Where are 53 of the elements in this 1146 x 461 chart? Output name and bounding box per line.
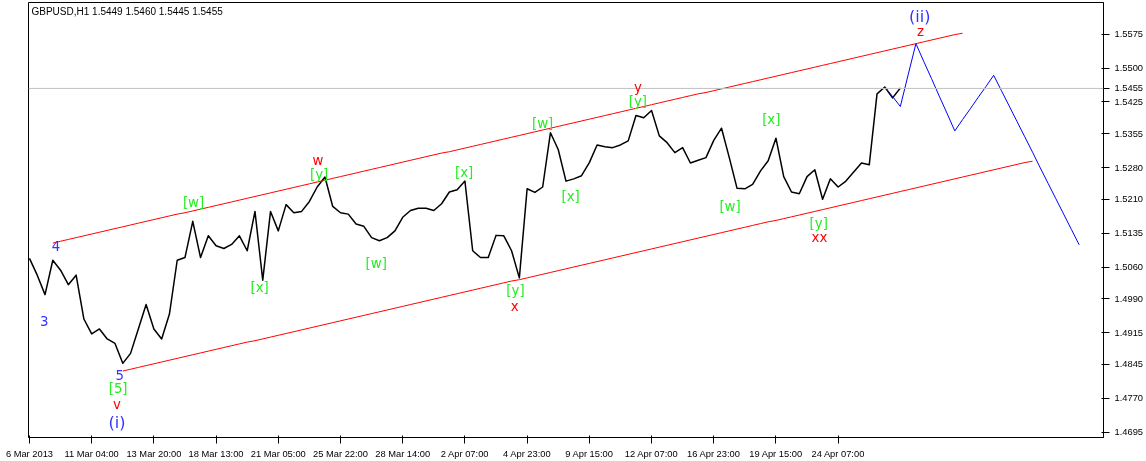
y-tick-label: 1.4695: [1114, 427, 1144, 438]
annotation: xx: [811, 230, 828, 246]
annotation: [5]: [108, 381, 128, 397]
annotation: (i): [108, 412, 126, 432]
x-tick-label: 6 Mar 2013: [5, 448, 54, 459]
x-tick-label: 2 Apr 07:00: [440, 448, 489, 459]
x-tick-label: 25 Mar 22:00: [313, 448, 368, 459]
x-tick-label: 18 Mar 13:00: [188, 448, 244, 459]
annotation: [y]: [309, 166, 329, 182]
y-tick-label: 1.5575: [1114, 29, 1144, 40]
y-tick-label: 1.5135: [1114, 228, 1144, 239]
y-tick-label: 1.5210: [1114, 194, 1144, 205]
x-tick-label: 4 Apr 23:00: [503, 448, 551, 459]
line-series: [884, 43, 1080, 246]
y-tick-label: 1.5355: [1114, 128, 1144, 139]
annotation: [x]: [250, 280, 269, 296]
ref-line-label: 1.5455: [1114, 83, 1144, 94]
annotation: [y]: [628, 94, 648, 110]
annotation: v: [113, 396, 122, 412]
annotation: [x]: [762, 111, 781, 127]
annotation: (ii): [909, 7, 931, 27]
y-tick-label: 1.5425: [1114, 96, 1144, 107]
annotation: [y]: [506, 283, 525, 299]
chart-title: GBPUSD,H1 1.5449 1.5460 1.5445 1.5455: [31, 5, 224, 17]
x-tick-label: 12 Apr 07:00: [624, 448, 678, 459]
annotation: [y]: [809, 215, 828, 231]
y-tick-label: 1.5500: [1114, 63, 1144, 74]
annotation: [x]: [454, 165, 474, 181]
y-tick-label: 1.4990: [1114, 293, 1144, 304]
x-tick-label: 24 Apr 07:00: [811, 448, 865, 459]
annotation: w: [312, 152, 324, 168]
y-tick-label: 1.4770: [1114, 393, 1144, 404]
y-tick-label: 1.4845: [1114, 359, 1144, 370]
annotation: [w]: [719, 198, 741, 214]
y-tick-label: 1.5280: [1114, 162, 1144, 173]
annotation: x: [510, 298, 519, 314]
x-tick-label: 28 Mar 14:00: [375, 448, 431, 459]
x-tick-label: 9 Apr 15:00: [565, 448, 613, 459]
annotation: 4: [51, 238, 61, 254]
y-tick-label: 1.4915: [1114, 327, 1144, 338]
x-tick-label: 13 Mar 20:00: [126, 448, 182, 459]
annotation: 3: [40, 314, 49, 330]
x-tick-label: 19 Apr 15:00: [749, 448, 803, 459]
annotation: [w]: [532, 115, 554, 131]
annotation: z: [917, 24, 925, 40]
x-tick-label: 21 Mar 05:00: [250, 448, 306, 459]
annotation: y: [633, 79, 642, 95]
annotation: [w]: [182, 194, 205, 210]
x-tick-label: 16 Apr 23:00: [687, 448, 740, 459]
x-tick-label: 11 Mar 04:00: [64, 448, 119, 459]
annotation: [w]: [365, 255, 387, 271]
y-tick-label: 1.5060: [1114, 262, 1144, 273]
annotation: [x]: [561, 188, 580, 204]
